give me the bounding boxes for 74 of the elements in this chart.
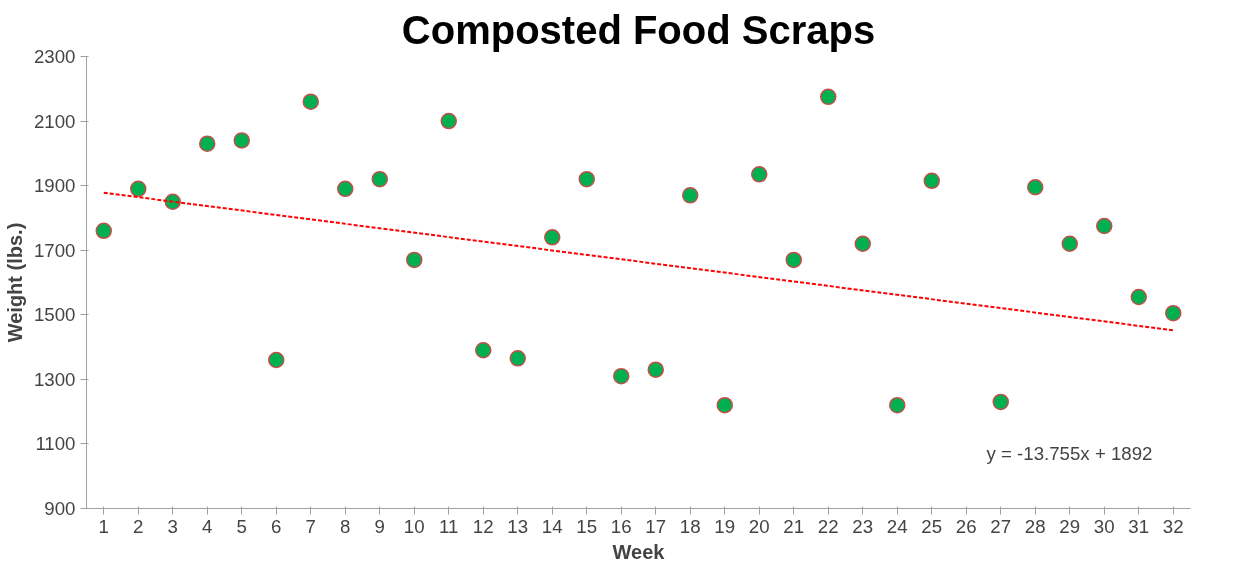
x-tick-label: 27 xyxy=(990,515,1012,537)
point xyxy=(923,172,940,190)
x-tick-label: 18 xyxy=(679,515,701,537)
x-tick-label: 3 xyxy=(167,515,178,537)
x-tick-label: 31 xyxy=(1128,515,1150,537)
point xyxy=(647,361,664,378)
x-tick-label: 21 xyxy=(783,515,805,537)
x-axis-title: Week xyxy=(612,540,666,563)
point xyxy=(682,187,699,204)
point xyxy=(854,235,871,252)
x-tick-label: 26 xyxy=(955,515,977,537)
x-tick-label: 1 xyxy=(98,515,109,537)
point xyxy=(820,88,837,106)
x-tick-label: 30 xyxy=(1093,515,1115,537)
point xyxy=(785,251,802,269)
x-tick-label: 2 xyxy=(133,515,144,537)
point xyxy=(613,367,630,385)
x-tick-label: 17 xyxy=(645,515,667,537)
y-axis-title: Weight (lbs.) xyxy=(4,222,26,343)
point xyxy=(302,93,319,110)
point xyxy=(233,132,250,149)
point xyxy=(440,112,457,130)
point xyxy=(1096,217,1113,235)
x-tick-label: 22 xyxy=(817,515,839,537)
point xyxy=(268,351,285,369)
x-tick-label: 12 xyxy=(472,515,494,537)
point xyxy=(1027,179,1044,196)
point xyxy=(337,180,354,198)
point xyxy=(130,180,147,198)
y-tick-label: 900 xyxy=(44,498,76,519)
x-tick-label: 23 xyxy=(852,515,874,537)
x-tick-label: 8 xyxy=(340,515,351,537)
x-tick-label: 28 xyxy=(1024,515,1046,537)
x-tick-label: 25 xyxy=(921,515,943,537)
x-tick-label: 24 xyxy=(886,515,908,537)
x-tick-label: 14 xyxy=(541,515,563,537)
point xyxy=(95,222,112,240)
x-tick-label: 15 xyxy=(576,515,598,537)
point xyxy=(509,350,526,367)
point xyxy=(751,166,768,183)
x-tick-label: 29 xyxy=(1059,515,1081,537)
point xyxy=(992,393,1009,411)
x-tick-label: 13 xyxy=(507,515,529,537)
point xyxy=(1130,288,1147,306)
y-tick-label: 1500 xyxy=(34,304,76,326)
y-tick-label: 2100 xyxy=(34,110,76,132)
x-tick-label: 20 xyxy=(748,515,770,537)
x-tick-label: 11 xyxy=(439,515,459,537)
point xyxy=(1061,235,1078,252)
y-tick-label: 1900 xyxy=(34,175,76,197)
point xyxy=(889,396,906,414)
point xyxy=(199,135,216,152)
point xyxy=(406,251,423,269)
point xyxy=(578,170,595,188)
x-tick-label: 9 xyxy=(374,515,385,537)
y-tick-label: 2300 xyxy=(34,46,76,67)
x-tick-label: 19 xyxy=(714,515,736,537)
x-tick-label: 5 xyxy=(236,515,247,537)
x-tick-label: 10 xyxy=(403,515,425,537)
point xyxy=(544,229,561,246)
x-tick-label: 32 xyxy=(1162,515,1184,537)
x-tick-label: 7 xyxy=(305,515,316,537)
y-tick-label: 1700 xyxy=(34,239,76,261)
x-tick-label: 16 xyxy=(610,515,632,537)
annotation: y = -13.755x + 1892 xyxy=(986,442,1153,464)
x-tick-label: 6 xyxy=(271,515,282,537)
x-tick-label: 4 xyxy=(202,515,213,537)
point xyxy=(716,396,733,414)
point xyxy=(1165,304,1182,322)
y-tick-label: 1100 xyxy=(35,433,76,455)
y-tick-label: 1300 xyxy=(34,368,76,390)
point xyxy=(371,170,388,188)
point xyxy=(475,342,492,359)
chart-title: Composted Food Scraps xyxy=(401,7,876,52)
